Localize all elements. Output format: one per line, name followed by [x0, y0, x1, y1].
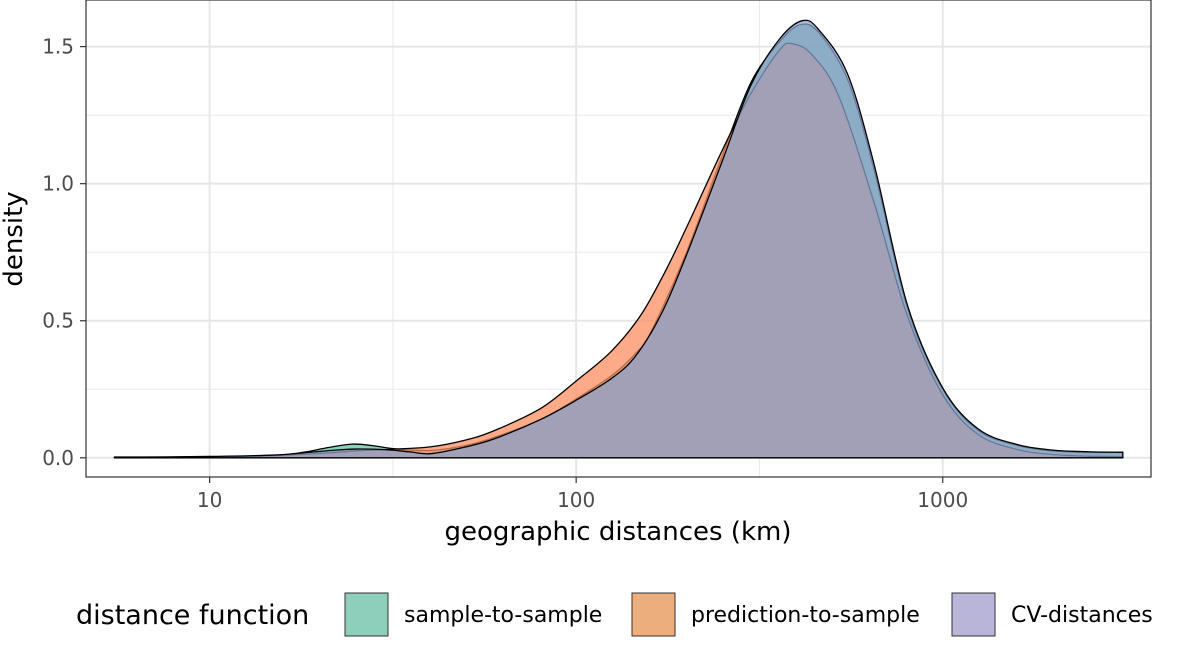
- y-tick-label: 1.5: [42, 35, 74, 59]
- x-tick-label: 10: [197, 488, 222, 512]
- legend-key-prediction-to-sample: [631, 592, 676, 637]
- legend-label-sample-to-sample: sample-to-sample: [404, 603, 602, 628]
- y-tick-label: 0.0: [42, 446, 74, 470]
- plot-panel-border: [85, 0, 1152, 478]
- y-axis-title: density: [0, 191, 29, 286]
- y-tick-label: 1.0: [42, 172, 74, 196]
- x-axis-ticks: 10 100 1000: [197, 477, 968, 512]
- legend-title: distance function: [76, 600, 309, 631]
- x-tick-label: 100: [557, 488, 595, 512]
- legend-label-prediction-to-sample: prediction-to-sample: [691, 603, 920, 628]
- density-areas: [113, 19, 1124, 459]
- y-axis-ticks: 0.0 0.5 1.0 1.5: [42, 35, 86, 470]
- legend-key-cv-distances: [951, 592, 996, 637]
- x-axis-title: geographic distances (km): [445, 517, 792, 547]
- x-tick-label: 1000: [917, 488, 968, 512]
- legend-key-sample-to-sample: [344, 592, 389, 637]
- density-area-cv-distances: [113, 19, 1124, 459]
- y-tick-label: 0.5: [42, 309, 74, 333]
- legend: distance function sample-to-sample predi…: [76, 592, 1153, 637]
- legend-label-cv-distances: CV-distances: [1011, 603, 1153, 628]
